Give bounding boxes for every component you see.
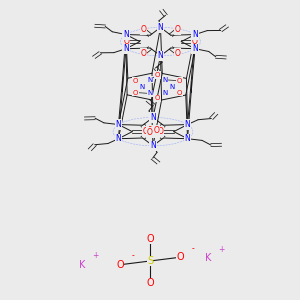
Text: O: O: [176, 252, 184, 262]
Text: O: O: [140, 26, 146, 34]
Text: N: N: [185, 120, 191, 129]
Text: N: N: [140, 84, 145, 90]
Text: O: O: [175, 26, 181, 34]
Text: N: N: [123, 44, 129, 53]
Text: N: N: [150, 141, 156, 150]
Text: N: N: [116, 134, 121, 143]
Text: O: O: [155, 72, 160, 78]
Text: S: S: [147, 256, 153, 266]
Text: O: O: [154, 126, 160, 135]
Text: +: +: [218, 244, 224, 253]
Text: N: N: [192, 44, 198, 53]
Text: O: O: [123, 37, 129, 46]
Text: O: O: [146, 126, 152, 135]
Text: O: O: [140, 49, 146, 58]
Text: N: N: [158, 23, 164, 32]
Text: N: N: [162, 77, 168, 83]
Text: O: O: [133, 78, 138, 84]
Text: O: O: [192, 37, 198, 46]
Text: N: N: [123, 30, 129, 39]
Text: O: O: [146, 278, 154, 289]
Text: O: O: [143, 127, 149, 136]
Text: O: O: [154, 128, 160, 137]
Text: N: N: [147, 77, 153, 83]
Text: -: -: [191, 244, 194, 253]
Text: O: O: [175, 49, 181, 58]
Text: O: O: [146, 128, 152, 137]
Text: N: N: [116, 120, 121, 129]
Text: K: K: [205, 253, 212, 263]
Text: N: N: [185, 134, 191, 143]
Text: N: N: [162, 90, 168, 96]
Text: N: N: [158, 51, 164, 60]
Text: O: O: [155, 95, 160, 101]
Text: O: O: [133, 89, 138, 95]
Text: K: K: [79, 260, 86, 270]
Text: N: N: [170, 84, 175, 90]
Text: O: O: [177, 78, 182, 84]
Text: O: O: [146, 233, 154, 244]
Text: O: O: [116, 260, 124, 270]
Text: +: +: [92, 251, 98, 260]
Text: N: N: [147, 90, 153, 96]
Text: O: O: [157, 127, 163, 136]
Text: O: O: [177, 89, 182, 95]
Text: N: N: [150, 113, 156, 122]
Text: N: N: [192, 30, 198, 39]
Text: -: -: [131, 251, 134, 260]
